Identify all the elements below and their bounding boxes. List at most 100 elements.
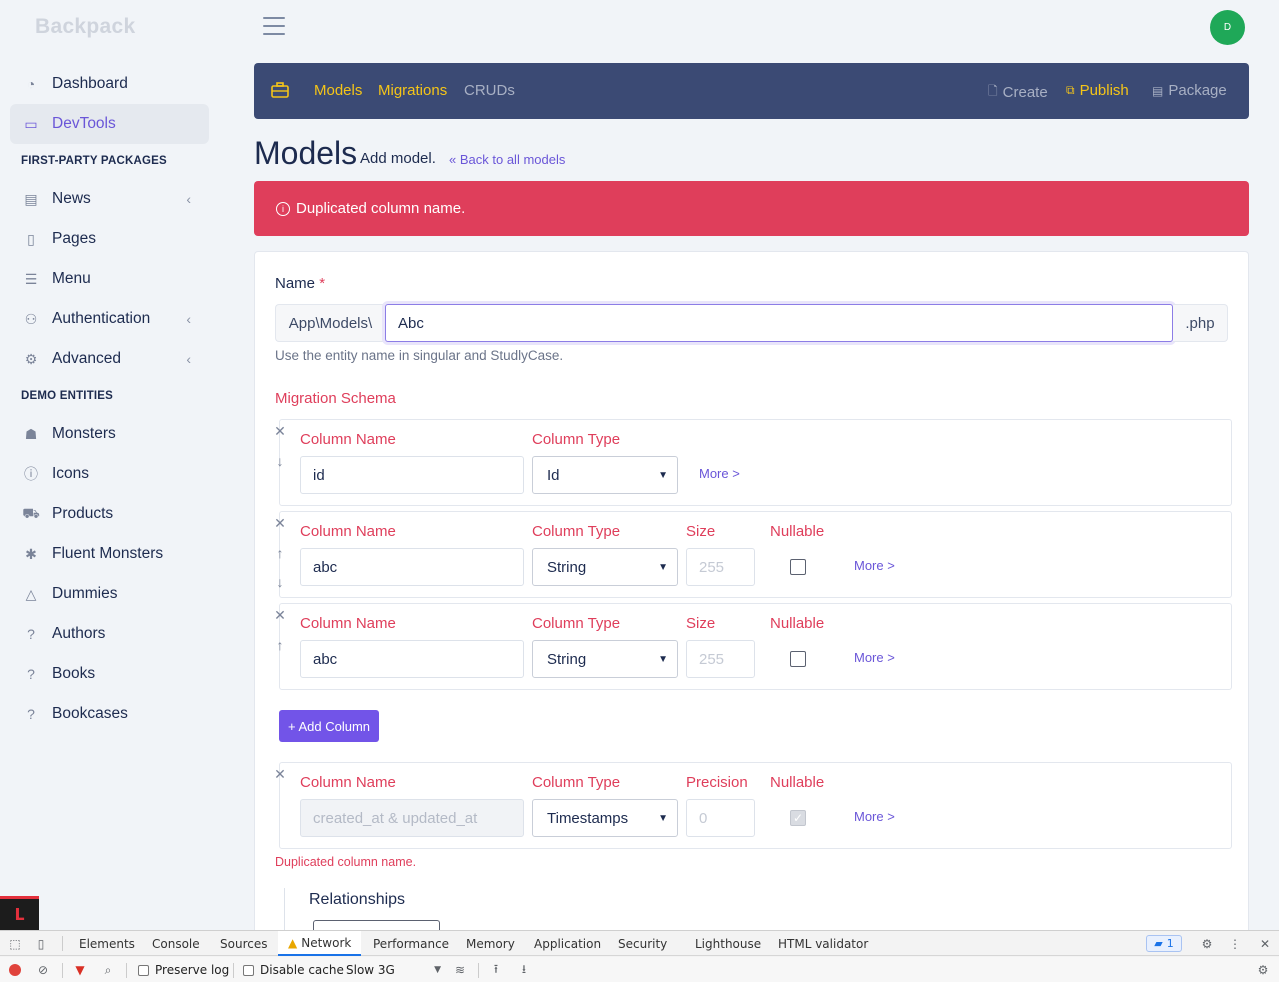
remove-icon[interactable]: ✕ [274,514,286,531]
devtools-tab-lighthouse[interactable]: Lighthouse [695,936,762,951]
record-icon[interactable] [9,964,21,976]
device-toggle-icon[interactable]: ▯ [37,937,45,951]
column-name-input[interactable]: abc [300,548,524,586]
column-type-label: Column Type [532,774,621,791]
more-link[interactable]: More > [854,558,895,573]
devtools-tab-memory[interactable]: Memory [466,936,515,951]
chevron-down-icon: ▼ [658,562,668,573]
divider [126,963,127,978]
size-label: Size [686,523,716,540]
more-link[interactable]: More > [854,809,895,824]
sidebar-item-label: Authentication [52,310,151,327]
sidebar-item-authentication[interactable]: ⚇ Authentication ‹ [10,299,209,339]
column-type-select[interactable]: Id ▼ [532,456,678,494]
column-name-input[interactable]: id [300,456,524,494]
brand-logo[interactable]: Backpack [35,15,136,38]
size-input[interactable]: 255 [686,548,755,586]
tab-cruds[interactable]: CRUDs [464,82,515,99]
sidebar-item-label: News [52,190,91,207]
chevron-down-icon: ▼ [658,470,668,481]
sidebar-item-menu[interactable]: ☰ Menu [10,259,209,299]
more-link[interactable]: More > [699,466,740,481]
sidebar-item-label: Bookcases [52,705,128,722]
avatar[interactable]: D [1210,10,1245,45]
nullable-checkbox[interactable] [790,651,806,667]
filter-icon[interactable]: ▼ [75,963,85,977]
size-label: Size [686,615,716,632]
laravel-debugbar-icon[interactable]: ᒪ [0,896,39,930]
model-name-input[interactable]: Abc [385,304,1173,342]
info-icon: ⓘ [24,466,38,482]
devtools-tab-elements[interactable]: Elements [79,936,135,951]
upload-icon[interactable]: ⭱ [493,961,499,976]
tab-models[interactable]: Models [314,82,363,99]
arrow-down-icon[interactable]: ↓ [276,453,284,469]
sidebar-item-authors[interactable]: ? Authors [10,614,209,654]
nullable-checkbox[interactable] [790,559,806,575]
precision-input[interactable]: 0 [686,799,755,837]
kebab-menu-icon[interactable]: ⋮ [1229,937,1241,951]
wifi-settings-icon[interactable]: ≋ [454,963,466,977]
divider [62,936,63,951]
devtools-tab-security[interactable]: Security [618,936,668,951]
settings-gear-icon[interactable]: ⚙ [1201,937,1213,951]
sidebar-item-bookcases[interactable]: ? Bookcases [10,694,209,734]
package-button[interactable]: ▤ Package [1152,82,1227,99]
add-column-button[interactable]: + Add Column [279,710,379,742]
sidebar-item-dashboard[interactable]: ◔ Dashboard [10,64,209,104]
clear-icon[interactable]: ⊘ [37,963,49,977]
remove-icon[interactable]: ✕ [274,765,286,782]
column-name-input[interactable]: abc [300,640,524,678]
devtools-tab-performance[interactable]: Performance [373,936,450,951]
column-type-select[interactable]: String ▼ [532,640,678,678]
relationships-border [284,888,285,930]
checkbox [243,964,254,976]
remove-icon[interactable]: ✕ [274,422,286,439]
close-icon[interactable]: ✕ [1259,937,1271,951]
devtools-tab-console[interactable]: Console [152,936,200,951]
more-link[interactable]: More > [854,650,895,665]
inspect-icon[interactable]: ⬚ [9,937,21,951]
sidebar-item-fluent-monsters[interactable]: ✱ Fluent Monsters [10,534,209,574]
arrow-up-icon[interactable]: ↑ [276,545,284,561]
devtools-tab-network[interactable]: ▲ Network [278,931,362,956]
issues-badge[interactable]: ▰ 1 [1146,935,1182,952]
devtools-tab-sources[interactable]: Sources [220,936,268,951]
throttling-select[interactable]: Slow 3G ▼ [346,960,441,980]
column-type-value: String [547,650,587,668]
preserve-log-checkbox[interactable]: Preserve log [138,960,229,980]
size-input[interactable]: 255 [686,640,755,678]
network-settings-gear-icon[interactable]: ⚙ [1257,963,1269,977]
search-icon[interactable]: ⌕ [104,962,112,977]
devtools-navbar: Models Migrations CRUDs 🗋 Create ⧉ Publish… [254,63,1249,119]
issues-count: 1 [1166,937,1174,950]
column-type-select[interactable]: String ▼ [532,548,678,586]
warning-icon: ▲ [288,935,298,950]
sidebar-item-products[interactable]: ⛟ Products [10,494,209,534]
download-icon[interactable]: ⭳ [521,961,527,976]
devtools-tab-application[interactable]: Application [534,936,602,951]
sidebar-item-books[interactable]: ? Books [10,654,209,694]
back-to-all-models-link[interactable]: « Back to all models [449,152,565,167]
sidebar-item-advanced[interactable]: ⚙ Advanced ‹ [10,339,209,379]
sidebar-item-monsters[interactable]: ☗ Monsters [10,414,209,454]
chevron-left-icon: ‹ [186,191,191,207]
sidebar-item-pages[interactable]: ▯ Pages [10,219,209,259]
column-type-select[interactable]: Timestamps ▼ [532,799,678,837]
create-button[interactable]: 🗋 Create [988,82,1048,103]
devtools-tab-html-validator[interactable]: HTML validator [778,936,869,951]
arrow-down-icon[interactable]: ↓ [276,574,284,590]
disable-cache-checkbox[interactable]: Disable cache [243,960,344,980]
tab-migrations[interactable]: Migrations [378,82,448,99]
arrow-up-icon[interactable]: ↑ [276,637,284,653]
remove-icon[interactable]: ✕ [274,606,286,623]
hamburger-menu-icon[interactable] [263,17,285,35]
sidebar-item-icons[interactable]: ⓘ Icons [10,454,209,494]
relationships-button[interactable] [313,920,440,930]
required-mark: * [319,275,326,292]
sidebar-item-dummies[interactable]: △ Dummies [10,574,209,614]
sidebar-item-news[interactable]: ▤ News ‹ [10,179,209,219]
monster-icon: ☗ [24,425,38,442]
sidebar-item-devtools[interactable]: ▭ DevTools [10,104,209,144]
publish-button[interactable]: ⧉ Publish [1066,82,1129,99]
